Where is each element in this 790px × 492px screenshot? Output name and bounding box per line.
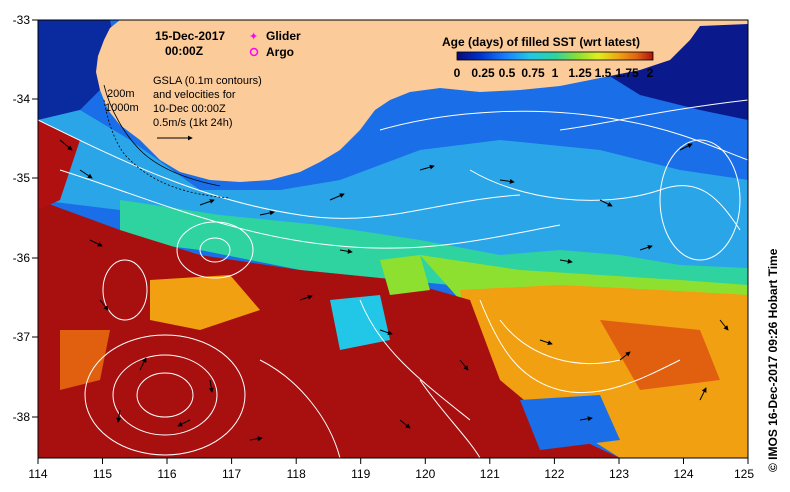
colorbar-tick-label: 0 — [454, 66, 461, 80]
y-tick-labels: -33 -34 -35 -36 -37 -38 — [13, 13, 31, 424]
x-tick-label: 115 — [93, 467, 112, 481]
credit-label: © IMOS 16-Dec-2017 09:26 Hobart Time — [766, 248, 780, 472]
x-tick-label: 120 — [415, 467, 435, 481]
argo-circle-icon — [249, 47, 259, 57]
colorbar-gradient — [456, 51, 654, 61]
gsla-contours — [38, 99, 748, 458]
age-patch-3 — [520, 395, 620, 450]
colorbar-ticks: 0 0.25 0.5 0.75 1 1.25 1.5 1.75 2 — [454, 66, 654, 80]
y-tick-label: -37 — [13, 330, 31, 344]
age-region-red-west — [38, 120, 80, 210]
age-patch-4 — [600, 320, 720, 390]
y-tick-label: -36 — [13, 251, 31, 265]
x-tick-label: 125 — [734, 467, 754, 481]
colorbar-tick-label: 1.25 — [568, 66, 592, 80]
x-tick-labels: 114 115 116 117 118 119 120 121 122 123 … — [28, 467, 754, 481]
age-patch-6 — [60, 330, 110, 390]
x-tick-label: 114 — [28, 467, 47, 481]
x-tick-label: 122 — [544, 467, 564, 481]
isobath-200m — [103, 84, 221, 187]
colorbar-tick-label: 0.5 — [499, 66, 516, 80]
colorbar-tick-label: 0.25 — [471, 66, 495, 80]
gsla-note-line4: 0.5m/s (1kt 24h) — [153, 117, 232, 129]
x-tick-label: 123 — [609, 467, 629, 481]
x-tick-label: 124 — [673, 467, 693, 481]
glider-star-icon: ✦ — [249, 30, 258, 43]
colorbar-tick-label: 1.5 — [595, 66, 612, 80]
x-tick-label: 117 — [222, 467, 241, 481]
colorbar-tick-label: 2 — [647, 66, 654, 80]
age-patch-1 — [150, 275, 260, 330]
gsla-note-line2: and velocities for — [153, 89, 236, 101]
time-label: 00:00Z — [165, 44, 203, 58]
y-tick-label: -33 — [13, 13, 31, 27]
colorbar-tick-label: 1 — [552, 66, 559, 80]
x-tick-label: 116 — [157, 467, 176, 481]
colorbar-tick-label: 0.75 — [521, 66, 545, 80]
age-region-cyan — [38, 110, 748, 280]
velocity-arrows — [59, 139, 729, 442]
age-patch-2 — [330, 295, 390, 350]
age-region-red — [38, 200, 620, 458]
depth-label-1000m: 1000m — [105, 102, 139, 114]
map-frame — [37, 19, 749, 459]
glider-legend-label: Glider — [266, 29, 301, 43]
y-tick-label: -34 — [13, 92, 31, 106]
y-tick-label: -38 — [13, 410, 31, 424]
x-tick-label: 121 — [480, 467, 500, 481]
colorbar-tick-label: 1.75 — [615, 66, 639, 80]
isobath-1000m — [103, 99, 231, 199]
axis-ticks — [32, 19, 749, 464]
y-tick-label: -35 — [13, 171, 31, 185]
depth-label-200m: 200m — [107, 88, 135, 100]
argo-legend-label: Argo — [266, 45, 294, 59]
gsla-note-line3: 10-Dec 00:00Z — [153, 103, 226, 115]
x-tick-label: 119 — [351, 467, 370, 481]
age-region-navy-nw — [38, 20, 120, 120]
date-label: 15-Dec-2017 — [155, 29, 225, 43]
colorbar-title: Age (days) of filled SST (wrt latest) — [442, 35, 640, 49]
land — [38, 20, 748, 182]
x-tick-label: 118 — [287, 467, 306, 481]
age-patch-5 — [380, 255, 430, 295]
gsla-note-line1: GSLA (0.1m contours) — [153, 75, 262, 87]
map-field — [38, 20, 748, 458]
